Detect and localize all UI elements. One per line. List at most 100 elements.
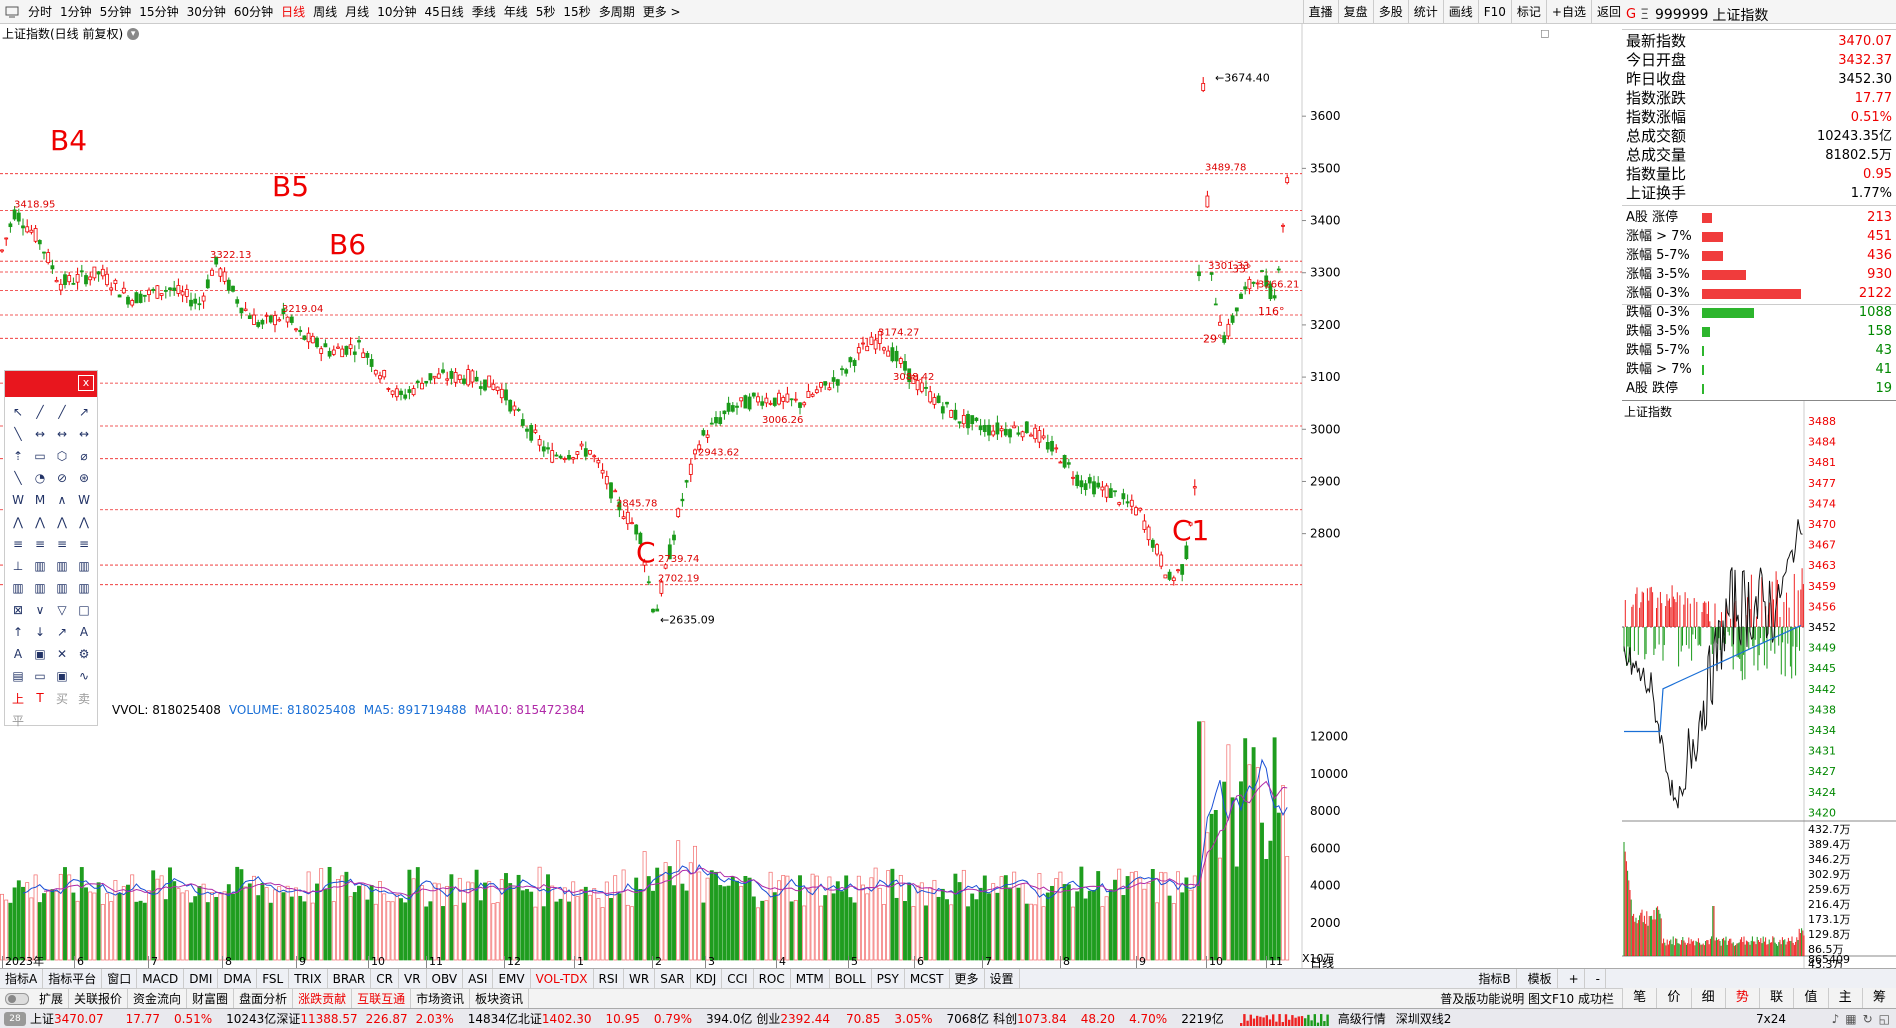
side-tab-4[interactable]: 联: [1759, 988, 1793, 1008]
side-tab-3[interactable]: 势: [1724, 988, 1759, 1008]
draw-tool-icon[interactable]: ↔: [34, 427, 46, 441]
tool-6[interactable]: 标记: [1510, 0, 1546, 24]
period-7[interactable]: 周线: [313, 4, 338, 19]
indicator-tab-1[interactable]: 指标平台: [43, 968, 103, 989]
tool-5[interactable]: F10: [1477, 0, 1511, 24]
draw-tool-icon[interactable]: ✕: [56, 647, 68, 661]
tool-0[interactable]: 直播: [1302, 0, 1338, 24]
draw-tool-icon[interactable]: ▥: [56, 559, 68, 573]
draw-tool-icon[interactable]: W: [12, 493, 24, 507]
indicator-tab-8[interactable]: BRAR: [328, 968, 372, 989]
side-tab-2[interactable]: 细: [1690, 988, 1725, 1008]
draw-tool-icon[interactable]: ▤: [12, 669, 24, 683]
indicator-tab-22[interactable]: BOLL: [830, 968, 872, 989]
indicator-right-0[interactable]: 指标B: [1473, 968, 1517, 989]
period-11[interactable]: 季线: [471, 4, 496, 19]
draw-tool-icon[interactable]: ╱: [58, 405, 66, 419]
draw-tool-icon[interactable]: ⋀: [35, 515, 45, 529]
draw-tool-icon[interactable]: ▥: [34, 581, 46, 595]
menu-icon[interactable]: Ξ: [1640, 6, 1649, 23]
draw-tool-icon[interactable]: ▣: [34, 647, 46, 661]
draw-tool-icon[interactable]: ▽: [57, 603, 67, 617]
draw-tool-label[interactable]: 买: [55, 691, 68, 706]
draw-tool-icon[interactable]: ⊘: [56, 471, 68, 485]
draw-tool-icon[interactable]: ↑: [12, 625, 24, 639]
x-axis-period[interactable]: 日线: [1310, 956, 1335, 970]
bell-icon[interactable]: ♪: [1831, 1011, 1840, 1026]
info-tab-6[interactable]: 互联互通: [352, 988, 412, 1009]
info-tab-0[interactable]: 扩展: [34, 988, 70, 1009]
period-1[interactable]: 1分钟: [60, 4, 92, 19]
draw-tool-icon[interactable]: ⊥: [12, 559, 24, 573]
status-icons[interactable]: ♪ ▦ ↻ ◱: [1832, 1012, 1890, 1026]
draw-tool-icon[interactable]: ∿: [78, 669, 90, 683]
dropdown-icon[interactable]: ▾: [127, 27, 140, 40]
draw-tool-icon[interactable]: □: [78, 603, 90, 617]
side-tab-5[interactable]: 值: [1793, 988, 1827, 1008]
indicator-tab-14[interactable]: VOL-TDX: [531, 968, 594, 989]
side-tab-6[interactable]: 主: [1827, 988, 1862, 1008]
minute-chart[interactable]: 上证指数 3488 3484 3481 3477 3474 3470 3467 3463 345…: [1622, 400, 1896, 981]
draw-tool-icon[interactable]: ≡: [34, 537, 46, 551]
draw-tool-icon[interactable]: ▥: [78, 581, 90, 595]
draw-tool-icon[interactable]: ↗: [56, 625, 68, 639]
indicator-tab-24[interactable]: MCST: [905, 968, 950, 989]
indicator-tab-20[interactable]: ROC: [754, 968, 791, 989]
draw-tool-icon[interactable]: ⊠: [12, 603, 24, 617]
info-tab-2[interactable]: 资金流向: [128, 988, 188, 1009]
status-right1[interactable]: 高级行情: [1337, 1012, 1386, 1026]
draw-tool-icon[interactable]: ∨: [35, 603, 45, 617]
draw-tool-icon[interactable]: ⌀: [80, 449, 88, 463]
info-tab-5[interactable]: 涨跌贡献: [293, 988, 353, 1009]
indicator-tab-26[interactable]: 设置: [985, 968, 1020, 989]
drawing-tools-header[interactable]: x: [5, 371, 97, 397]
info-tab-1[interactable]: 关联报价: [69, 988, 129, 1009]
chart-settings-icon[interactable]: ◻: [1540, 26, 1550, 40]
indicator-tab-11[interactable]: OBV: [427, 968, 464, 989]
draw-tool-icon[interactable]: ≡: [56, 537, 68, 551]
draw-tool-icon[interactable]: ↔: [56, 427, 68, 441]
indicator-tab-23[interactable]: PSY: [872, 968, 905, 989]
info-tab-4[interactable]: 盘面分析: [234, 988, 294, 1009]
tool-4[interactable]: 画线: [1442, 0, 1478, 24]
period-9[interactable]: 10分钟: [377, 4, 417, 19]
side-tab-1[interactable]: 价: [1656, 988, 1690, 1008]
period-15[interactable]: 多周期: [598, 4, 635, 19]
draw-tool-icon[interactable]: A: [13, 647, 23, 661]
draw-tool-icon[interactable]: ╲: [14, 427, 22, 441]
period-5[interactable]: 60分钟: [233, 4, 274, 19]
draw-tool-icon[interactable]: ▭: [34, 449, 46, 463]
draw-tool-icon[interactable]: ↖: [12, 405, 24, 419]
draw-tool-icon[interactable]: ▣: [56, 669, 68, 683]
indicator-tab-18[interactable]: KDJ: [691, 968, 723, 989]
draw-tool-icon[interactable]: ▭: [34, 669, 46, 683]
draw-tool-icon[interactable]: ⋀: [57, 515, 67, 529]
layout-icon[interactable]: ▦: [1845, 1011, 1857, 1026]
tool-1[interactable]: 复盘: [1337, 0, 1373, 24]
kline-chart[interactable]: 上证指数(日线 前复权) ▾ 3600 3500 3400 3300 3200 3100 3…: [0, 24, 1568, 698]
draw-tool-icon[interactable]: ↓: [34, 625, 46, 639]
indicator-tab-0[interactable]: 指标A: [0, 968, 44, 989]
favorite-g-icon[interactable]: G: [1626, 7, 1637, 22]
tool-3[interactable]: 统计: [1407, 0, 1443, 24]
indicator-tab-13[interactable]: EMV: [493, 968, 531, 989]
draw-tool-label[interactable]: 平: [11, 713, 24, 728]
draw-tool-label[interactable]: T: [36, 691, 44, 705]
screen-icon[interactable]: [2, 4, 22, 20]
draw-tool-icon[interactable]: ▥: [56, 581, 68, 595]
close-icon[interactable]: x: [78, 375, 94, 391]
indicator-tab-10[interactable]: VR: [399, 968, 427, 989]
indicator-tab-9[interactable]: CR: [371, 968, 399, 989]
draw-tool-icon[interactable]: W: [78, 493, 90, 507]
draw-tool-label[interactable]: 卖: [77, 691, 90, 706]
draw-tool-icon[interactable]: ⇡: [12, 449, 24, 463]
draw-tool-icon[interactable]: A: [79, 625, 89, 639]
indicator-tab-3[interactable]: MACD: [137, 968, 185, 989]
period-10[interactable]: 45日线: [424, 4, 464, 19]
draw-tool-icon[interactable]: ↗: [78, 405, 90, 419]
draw-tool-icon[interactable]: ╲: [14, 471, 22, 485]
side-tab-0[interactable]: 笔: [1622, 988, 1656, 1008]
period-0[interactable]: 分时: [28, 4, 53, 19]
draw-tool-icon[interactable]: ▥: [34, 559, 46, 573]
draw-tool-icon[interactable]: ◔: [34, 471, 46, 485]
